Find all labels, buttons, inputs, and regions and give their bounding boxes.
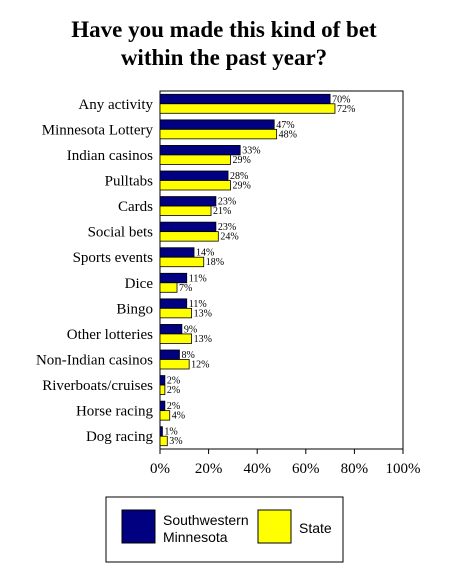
data-label: 2%: [167, 401, 180, 412]
category-label: Pulltabs: [105, 174, 154, 190]
bar-state: [159, 282, 178, 293]
plot-area: [159, 90, 404, 450]
bar-southwestern: [159, 196, 217, 207]
bar-state: [159, 231, 219, 242]
chart-title: Have you made this kind of bet within the…: [71, 17, 377, 70]
bar-state: [159, 128, 278, 140]
bar-southwestern: [159, 426, 163, 437]
bars: [159, 93, 336, 447]
data-label: 28%: [230, 171, 248, 182]
data-label: 13%: [194, 334, 212, 345]
bar-state: [159, 205, 212, 216]
category-label: Other lotteries: [67, 327, 153, 343]
bar-southwestern: [159, 324, 183, 335]
x-tick-label: 40%: [243, 461, 271, 477]
data-label: 2%: [167, 376, 180, 387]
legend-swatch-southwestern: [121, 509, 156, 544]
category-label: Any activity: [78, 97, 153, 113]
data-label: 7%: [179, 283, 192, 294]
x-tick-label: 100%: [386, 461, 421, 477]
bar-state: [159, 180, 231, 191]
data-label: 13%: [194, 308, 212, 319]
bar-state: [159, 384, 166, 395]
bar-state: [159, 103, 336, 114]
category-label: Non-Indian casinos: [36, 353, 153, 369]
data-labels: 70%72%47%48%33%29%28%29%23%21%23%24%14%1…: [164, 94, 355, 447]
data-label: 4%: [172, 411, 185, 422]
x-tick-label: 80%: [341, 461, 369, 477]
legend-label-state: State: [299, 520, 332, 536]
data-label: 29%: [232, 155, 250, 166]
bar-southwestern: [159, 170, 229, 181]
data-label: 11%: [189, 299, 207, 310]
bar-state: [159, 154, 231, 165]
legend-label-southwestern: Southwestern: [163, 512, 249, 528]
data-label: 11%: [189, 273, 207, 284]
data-label: 23%: [218, 197, 236, 208]
data-label: 18%: [206, 257, 224, 268]
category-label: Minnesota Lottery: [42, 122, 154, 138]
bar-southwestern: [159, 272, 188, 284]
data-label: 14%: [196, 248, 214, 259]
data-label: 70%: [332, 94, 350, 105]
category-label: Dice: [125, 276, 154, 292]
category-label: Indian casinos: [67, 148, 153, 164]
bar-southwestern: [159, 400, 166, 412]
bar-southwestern: [159, 145, 241, 156]
chart-title-line: Have you made this kind of bet: [71, 17, 377, 42]
data-label: 47%: [276, 120, 294, 131]
x-tick-label: 60%: [292, 461, 320, 477]
data-label: 21%: [213, 206, 231, 217]
bar-southwestern: [159, 221, 217, 233]
bar-state: [159, 435, 168, 447]
bar-southwestern: [159, 298, 188, 309]
data-label: 24%: [220, 232, 238, 243]
data-label: 9%: [184, 324, 197, 335]
category-label: Bingo: [116, 301, 153, 317]
data-label: 23%: [218, 222, 236, 233]
bar-southwestern: [159, 93, 331, 105]
bar-state: [159, 410, 171, 421]
data-label: 33%: [242, 145, 260, 156]
chart-title-line: within the past year?: [121, 45, 327, 70]
bar-southwestern: [159, 119, 275, 130]
bar-southwestern: [159, 349, 180, 360]
data-label: 72%: [337, 104, 355, 115]
bar-southwestern: [159, 375, 166, 386]
x-axis: 0% 20% 40% 60% 80% 100%: [150, 449, 421, 477]
bar-state: [159, 333, 192, 344]
data-label: 29%: [232, 181, 250, 192]
data-label: 48%: [279, 129, 297, 140]
category-label: Cards: [118, 199, 153, 215]
category-label: Social bets: [88, 225, 154, 241]
legend-label-southwestern: Minnesota: [163, 529, 228, 545]
x-tick-label: 0%: [150, 461, 170, 477]
bar-state: [159, 307, 192, 319]
category-label: Horse racing: [76, 404, 154, 420]
data-label: 8%: [181, 350, 194, 361]
x-tick-label: 20%: [195, 461, 223, 477]
data-label: 3%: [169, 436, 182, 447]
bar-state: [159, 359, 190, 370]
data-label: 2%: [167, 385, 180, 396]
legend-swatch-state: [257, 509, 292, 544]
bar-state: [159, 256, 205, 268]
category-label: Riverboats/cruises: [42, 378, 153, 394]
bar-southwestern: [159, 247, 195, 258]
category-label: Dog racing: [86, 429, 154, 445]
category-label: Sports events: [73, 250, 154, 266]
data-label: 12%: [191, 360, 209, 371]
data-label: 1%: [164, 427, 177, 438]
category-labels: Any activity Minnesota Lottery Indian casi…: [36, 97, 154, 445]
